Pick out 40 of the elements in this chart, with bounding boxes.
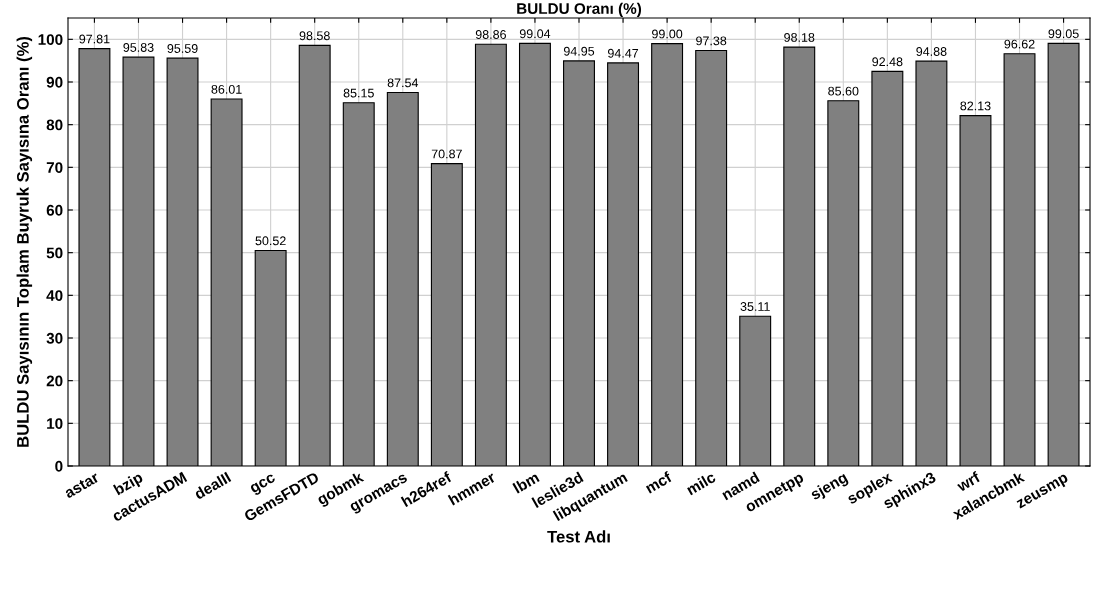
y-tick-label: 70	[46, 162, 63, 174]
data-label: 98.18	[784, 33, 815, 42]
data-label: 94.88	[916, 47, 947, 56]
data-label: 99.04	[519, 29, 551, 39]
y-tick-label: 40	[46, 290, 63, 302]
data-label: 94.47	[608, 48, 639, 58]
y-tick-label: 0	[55, 460, 63, 472]
x-tick-label: mcf	[644, 470, 673, 494]
y-tick-label: 50	[46, 247, 63, 259]
data-label: 92.48	[872, 57, 903, 67]
data-label: 97.38	[696, 36, 727, 46]
data-label: 85.60	[828, 86, 859, 96]
data-label: 95.59	[167, 44, 198, 53]
data-label: 35.11	[740, 302, 770, 311]
data-label: 94.95	[563, 46, 595, 56]
data-label: 70.87	[431, 149, 462, 159]
data-label: 86.01	[211, 84, 242, 94]
chart-title: BULDU Oranı (%)	[517, 2, 642, 17]
data-label: 99.00	[652, 29, 683, 39]
x-tick-label: milc	[685, 471, 717, 496]
data-label: 82.13	[960, 101, 991, 111]
data-label: 95.83	[123, 43, 154, 52]
data-label: 98.86	[475, 30, 506, 39]
y-tick-label: 10	[47, 418, 63, 430]
data-label: 98.58	[299, 31, 330, 41]
y-tick-label: 90	[46, 76, 63, 88]
y-tick-label: 80	[46, 119, 63, 131]
y-tick-label: 100	[38, 34, 63, 46]
data-label: 50.52	[255, 236, 286, 246]
data-label: 96.62	[1004, 39, 1035, 49]
y-axis-title: BULDU Sayısının Toplam Buyruk Sayısına Oranı (%)	[16, 36, 33, 447]
data-label: 97.81	[79, 34, 110, 44]
y-tick-label: 30	[46, 332, 63, 344]
y-tick-label: 60	[46, 204, 63, 216]
y-tick-label: 20	[46, 375, 63, 387]
data-label: 99.05	[1048, 29, 1079, 39]
x-axis-title: Test Adı	[547, 530, 610, 543]
data-label: 87.54	[387, 78, 419, 88]
data-label: 85.15	[343, 88, 374, 98]
x-tick-label: astar	[63, 471, 100, 499]
